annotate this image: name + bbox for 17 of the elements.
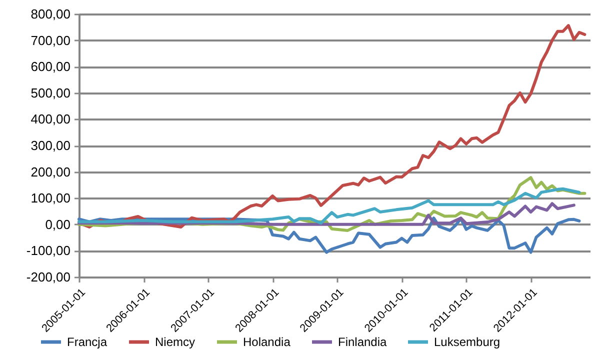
legend-label: Niemcy [155, 335, 196, 349]
y-tick-label: -100,00 [26, 243, 70, 258]
legend-label: Luksemburg [434, 335, 500, 349]
y-tick-label: 200,00 [30, 164, 70, 180]
y-tick-label: 800,00 [30, 6, 70, 22]
legend-label: Holandia [243, 335, 291, 349]
y-tick-label: 600,00 [30, 59, 70, 74]
y-tick-label: 100,00 [30, 190, 70, 206]
line-series [78, 187, 581, 225]
y-tick-label: 300,00 [30, 138, 70, 153]
y-tick-label: -200,00 [26, 270, 70, 284]
y-tick-label: 700,00 [30, 32, 70, 48]
y-tick-label: 0,00 [45, 216, 70, 232]
legend-label: Francja [67, 335, 108, 349]
y-tick-label: 500,00 [30, 85, 70, 100]
legend-label: Finlandia [338, 335, 388, 349]
y-tick-label: 400,00 [30, 112, 70, 127]
